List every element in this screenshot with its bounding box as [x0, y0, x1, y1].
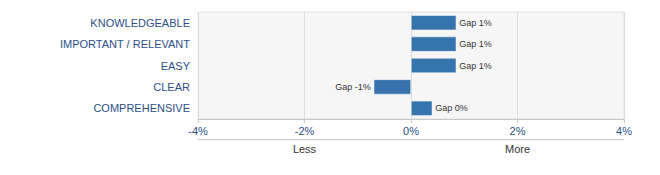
svg-text:More: More: [505, 143, 530, 155]
svg-text:Less: Less: [293, 143, 317, 155]
svg-text:-2%: -2%: [295, 125, 315, 137]
svg-text:KNOWLEDGEABLE: KNOWLEDGEABLE: [90, 17, 190, 29]
svg-text:COMPREHENSIVE: COMPREHENSIVE: [93, 102, 190, 114]
svg-text:Gap 1%: Gap 1%: [459, 18, 492, 28]
svg-text:EASY: EASY: [161, 60, 191, 72]
svg-text:0%: 0%: [403, 125, 419, 137]
svg-text:Gap 1%: Gap 1%: [459, 61, 492, 71]
svg-text:IMPORTANT / RELEVANT: IMPORTANT / RELEVANT: [60, 38, 190, 50]
svg-text:CLEAR: CLEAR: [153, 81, 190, 93]
svg-text:Gap 1%: Gap 1%: [459, 39, 492, 49]
svg-text:-4%: -4%: [188, 125, 208, 137]
svg-text:4%: 4%: [616, 125, 632, 137]
svg-text:2%: 2%: [510, 125, 526, 137]
svg-text:Gap 0%: Gap 0%: [435, 103, 468, 113]
svg-text:Gap -1%: Gap -1%: [335, 82, 371, 92]
